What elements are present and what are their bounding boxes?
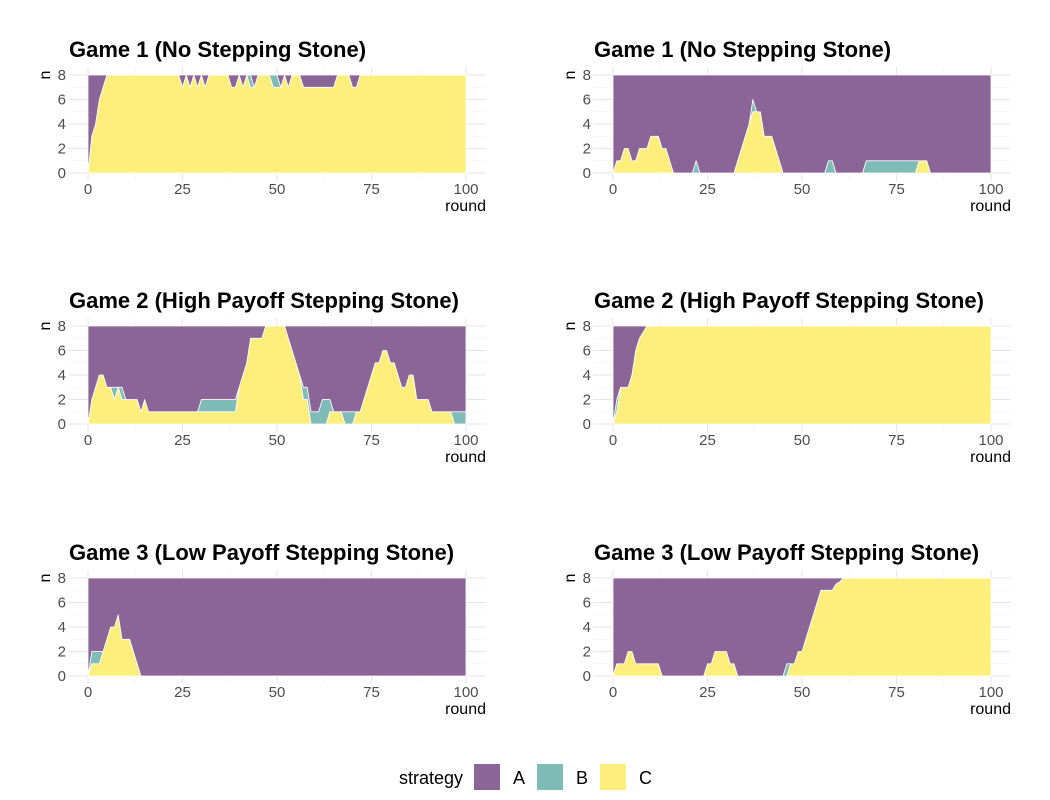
panel-title: Game 1 (No Stepping Stone) (594, 37, 891, 62)
y-tick-label: 4 (58, 367, 66, 384)
panel-2: Game 1 (No Stepping Stone) 0 25 50 75 100 0 2 4 6… (562, 37, 1011, 215)
area-series-a (88, 578, 466, 676)
x-tick-label: 100 (453, 684, 478, 701)
x-tick-label: 75 (363, 432, 380, 449)
y-tick-label: 8 (583, 67, 591, 84)
y-tick-label: 0 (583, 668, 591, 685)
x-tick-label: 50 (269, 684, 286, 701)
panel-title: Game 2 (High Payoff Stepping Stone) (594, 288, 984, 313)
x-tick-label: 75 (888, 181, 905, 198)
y-tick-label: 4 (583, 367, 591, 384)
y-tick-label: 6 (58, 343, 66, 360)
y-tick-label: 2 (583, 141, 591, 158)
x-tick-label: 75 (888, 432, 905, 449)
panel-6: Game 3 (Low Payoff Stepping Stone) 0 25 50 7… (562, 540, 1011, 718)
y-tick-label: 4 (58, 116, 66, 133)
x-axis-label: round (970, 449, 1011, 466)
x-tick-label: 0 (609, 432, 617, 449)
x-tick-label: 0 (84, 684, 92, 701)
y-tick-label: 2 (583, 392, 591, 409)
x-tick-label: 50 (794, 432, 811, 449)
x-axis-label: round (445, 198, 486, 215)
x-tick-label: 100 (453, 181, 478, 198)
y-tick-label: 2 (583, 644, 591, 661)
x-tick-label: 75 (363, 181, 380, 198)
legend-label-c: C (639, 768, 652, 788)
x-tick-label: 0 (84, 181, 92, 198)
area-series-a (613, 75, 991, 173)
x-tick-label: 0 (609, 181, 617, 198)
panel-4: Game 2 (High Payoff Stepping Stone) 0 25 50… (562, 288, 1011, 466)
y-tick-label: 2 (58, 141, 66, 158)
x-tick-label: 25 (174, 684, 191, 701)
x-axis-label: round (445, 449, 486, 466)
y-tick-label: 8 (58, 570, 66, 587)
x-axis-label: round (970, 198, 1011, 215)
y-tick-label: 0 (583, 165, 591, 182)
y-axis-label: n (562, 322, 579, 331)
x-tick-label: 50 (269, 432, 286, 449)
x-tick-label: 0 (84, 432, 92, 449)
y-tick-label: 4 (583, 116, 591, 133)
y-tick-label: 8 (58, 67, 66, 84)
y-tick-label: 0 (58, 668, 66, 685)
x-tick-label: 50 (269, 181, 286, 198)
y-tick-label: 0 (58, 416, 66, 433)
y-tick-label: 8 (58, 318, 66, 335)
y-tick-label: 2 (58, 644, 66, 661)
panel-3: Game 2 (High Payoff Stepping Stone) 0 25 50… (37, 288, 486, 466)
area-series-c (613, 326, 991, 424)
panel-title: Game 3 (Low Payoff Stepping Stone) (69, 540, 454, 565)
legend-key-a (474, 764, 500, 790)
x-tick-label: 75 (888, 684, 905, 701)
area-series-c (88, 75, 466, 173)
y-axis-label: n (37, 322, 54, 331)
x-tick-label: 25 (699, 181, 716, 198)
panel-title: Game 2 (High Payoff Stepping Stone) (69, 288, 459, 313)
y-tick-label: 4 (58, 619, 66, 636)
y-tick-label: 6 (583, 92, 591, 109)
y-tick-label: 6 (583, 595, 591, 612)
panel-title: Game 1 (No Stepping Stone) (69, 37, 366, 62)
y-tick-label: 0 (583, 416, 591, 433)
legend-label-b: B (576, 768, 588, 788)
x-tick-label: 0 (609, 684, 617, 701)
y-tick-label: 4 (583, 619, 591, 636)
panel-1: Game 1 (No Stepping Stone) 0 25 50 75 100 0 2 4 6… (37, 37, 486, 215)
y-tick-label: 8 (583, 570, 591, 587)
y-axis-label: n (562, 574, 579, 583)
x-tick-label: 75 (363, 684, 380, 701)
legend: strategy A B C (399, 764, 652, 790)
x-axis-label: round (445, 701, 486, 718)
y-tick-label: 6 (58, 92, 66, 109)
x-axis-label: round (970, 701, 1011, 718)
y-axis-label: n (37, 574, 54, 583)
legend-key-c (600, 764, 626, 790)
x-tick-label: 25 (699, 432, 716, 449)
x-tick-label: 100 (978, 432, 1003, 449)
x-tick-label: 50 (794, 684, 811, 701)
y-tick-label: 6 (58, 595, 66, 612)
y-tick-label: 8 (583, 318, 591, 335)
x-tick-label: 25 (174, 181, 191, 198)
x-tick-label: 100 (978, 181, 1003, 198)
y-axis-label: n (37, 71, 54, 80)
x-tick-label: 100 (453, 432, 478, 449)
panel-title: Game 3 (Low Payoff Stepping Stone) (594, 540, 979, 565)
legend-label-a: A (513, 768, 525, 788)
x-tick-label: 50 (794, 181, 811, 198)
x-tick-label: 100 (978, 684, 1003, 701)
y-tick-label: 2 (58, 392, 66, 409)
y-tick-label: 0 (58, 165, 66, 182)
panels: Game 1 (No Stepping Stone) 0 25 50 75 100 0 2 4 6… (37, 37, 1011, 718)
y-tick-label: 6 (583, 343, 591, 360)
y-axis-label: n (562, 71, 579, 80)
legend-title: strategy (399, 768, 463, 788)
legend-key-b (537, 764, 563, 790)
x-tick-label: 25 (699, 684, 716, 701)
panel-5: Game 3 (Low Payoff Stepping Stone) 0 25 50 7… (37, 540, 486, 718)
x-tick-label: 25 (174, 432, 191, 449)
